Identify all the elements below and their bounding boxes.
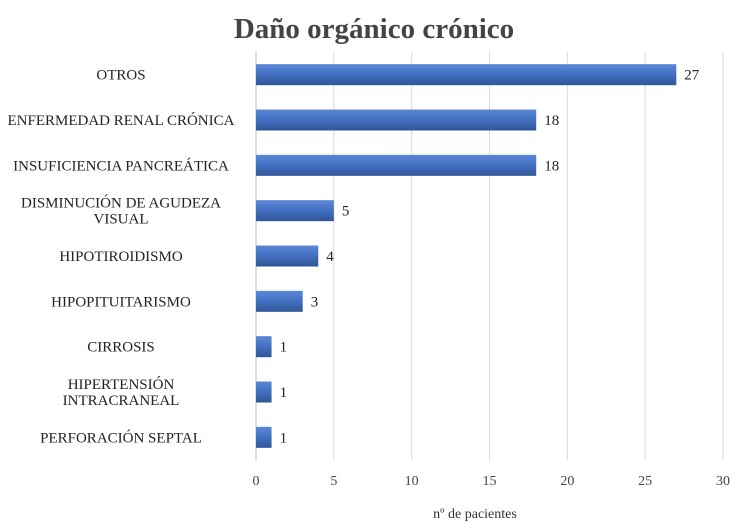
- category-label-line: VISUAL: [94, 212, 149, 228]
- category-label-line: INTRACRANEAL: [63, 393, 180, 409]
- category-label: HIPOPITUITARISMO: [51, 294, 191, 310]
- x-tick-label: 15: [483, 474, 497, 489]
- x-axis-title: nº de pacientes: [433, 507, 517, 522]
- bar: [256, 245, 319, 267]
- category-label-line: HIPOPITUITARISMO: [51, 294, 191, 310]
- category-label: DISMINUCIÓN DE AGUDEZA VISUAL: [21, 195, 221, 228]
- x-tick-label: 20: [560, 474, 574, 489]
- x-tick-labels: 0 5 10 15 20 25 30: [253, 474, 731, 489]
- category-label-line: CIRROSIS: [87, 340, 155, 356]
- category-labels: OTROS ENFERMEDAD RENAL CRÓNICA INSUFICIENC…: [8, 68, 235, 447]
- bar: [256, 200, 334, 222]
- category-label-line: HIPOTIROIDISMO: [59, 249, 183, 265]
- category-label-line: INSUFICIENCIA PANCREÁTICA: [13, 157, 229, 174]
- bar: [256, 381, 272, 403]
- bar: [256, 336, 272, 358]
- bar: [256, 109, 537, 131]
- data-label: 5: [342, 204, 350, 220]
- data-label: 1: [280, 340, 288, 356]
- category-label: OTROS: [96, 68, 145, 84]
- category-label: CIRROSIS: [87, 340, 155, 356]
- data-label: 27: [684, 68, 700, 84]
- category-label-line: HIPERTENSIÓN: [68, 376, 175, 393]
- category-label: ENFERMEDAD RENAL CRÓNICA: [8, 112, 235, 129]
- category-label-line: PERFORACIÓN SEPTAL: [40, 429, 202, 446]
- data-label: 1: [280, 430, 288, 446]
- x-tick-label: 5: [330, 474, 337, 489]
- category-label: PERFORACIÓN SEPTAL: [40, 429, 202, 446]
- data-label: 18: [544, 113, 559, 129]
- category-label-line: OTROS: [96, 68, 145, 84]
- bar: [256, 426, 272, 448]
- category-label: INSUFICIENCIA PANCREÁTICA: [13, 157, 229, 174]
- bar: [256, 64, 677, 86]
- bar-layer: 27 18 18 5 4 3 1 1 1: [256, 64, 700, 448]
- category-label-line: ENFERMEDAD RENAL CRÓNICA: [8, 112, 235, 129]
- category-label-line: DISMINUCIÓN DE AGUDEZA: [21, 195, 221, 212]
- category-label: HIPERTENSIÓN INTRACRANEAL: [63, 376, 180, 409]
- data-label: 18: [544, 158, 559, 174]
- x-tick-label: 30: [716, 474, 730, 489]
- x-tick-label: 25: [638, 474, 652, 489]
- x-tick-label: 10: [405, 474, 419, 489]
- data-label: 3: [311, 294, 319, 310]
- x-tick-label: 0: [253, 474, 260, 489]
- data-label: 1: [280, 385, 288, 401]
- chart-title: Daño orgánico crónico: [234, 13, 514, 45]
- bar: [256, 154, 537, 176]
- bar: [256, 290, 303, 312]
- category-label: HIPOTIROIDISMO: [59, 249, 183, 265]
- data-label: 4: [326, 249, 334, 265]
